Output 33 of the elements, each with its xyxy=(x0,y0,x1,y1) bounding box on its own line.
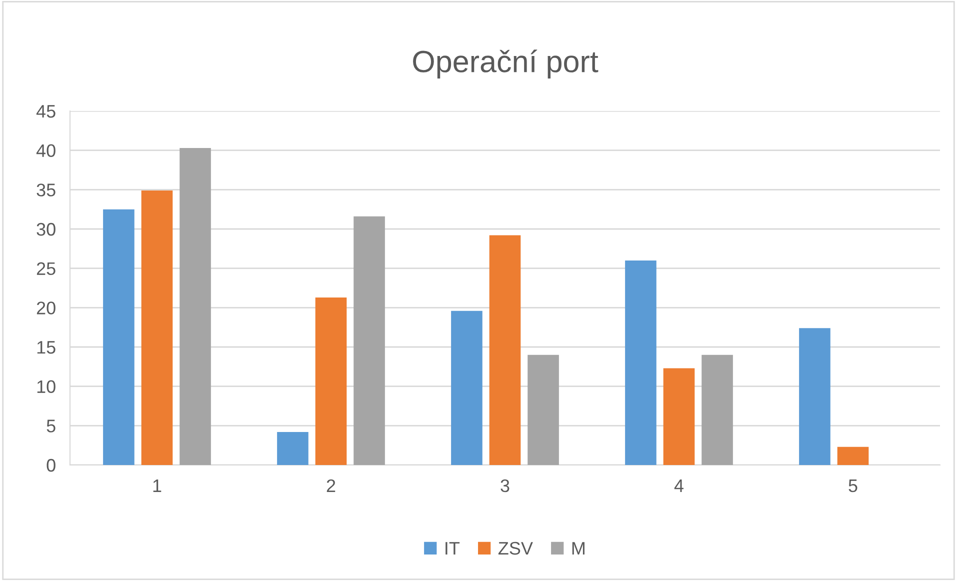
bar xyxy=(315,297,347,465)
x-tick-label: 4 xyxy=(674,480,684,492)
legend-label: ZSV xyxy=(498,542,533,555)
y-tick-label: 35 xyxy=(36,184,56,196)
y-tick-label: 30 xyxy=(36,222,56,236)
bar xyxy=(489,235,521,465)
y-tick-label: 10 xyxy=(37,380,56,394)
bar xyxy=(528,354,559,465)
bar xyxy=(625,260,656,465)
bar xyxy=(702,354,733,465)
bar xyxy=(354,216,385,465)
bar xyxy=(663,368,695,465)
bar xyxy=(103,209,134,465)
chart-title: Operační port xyxy=(413,50,598,78)
y-tick-label: 45 xyxy=(36,105,56,118)
x-tick-label: 5 xyxy=(848,480,858,492)
x-tick-label: 3 xyxy=(500,479,510,492)
bar xyxy=(451,310,482,465)
y-tick-label: 40 xyxy=(36,144,56,158)
y-tick-label: 25 xyxy=(36,262,56,276)
y-tick-label: 5 xyxy=(46,420,56,432)
x-tick-label: 1 xyxy=(153,480,162,492)
bar xyxy=(277,432,308,465)
bar xyxy=(180,148,211,465)
bar xyxy=(799,328,830,465)
y-tick-label: 0 xyxy=(46,458,56,472)
y-tick-label: 15 xyxy=(37,341,56,354)
bar xyxy=(837,446,869,465)
x-tick-label: 2 xyxy=(326,479,336,492)
legend-label: M xyxy=(572,542,584,555)
y-tick-label: 20 xyxy=(36,302,56,314)
bar xyxy=(141,190,173,465)
legend-label: IT xyxy=(446,542,460,555)
